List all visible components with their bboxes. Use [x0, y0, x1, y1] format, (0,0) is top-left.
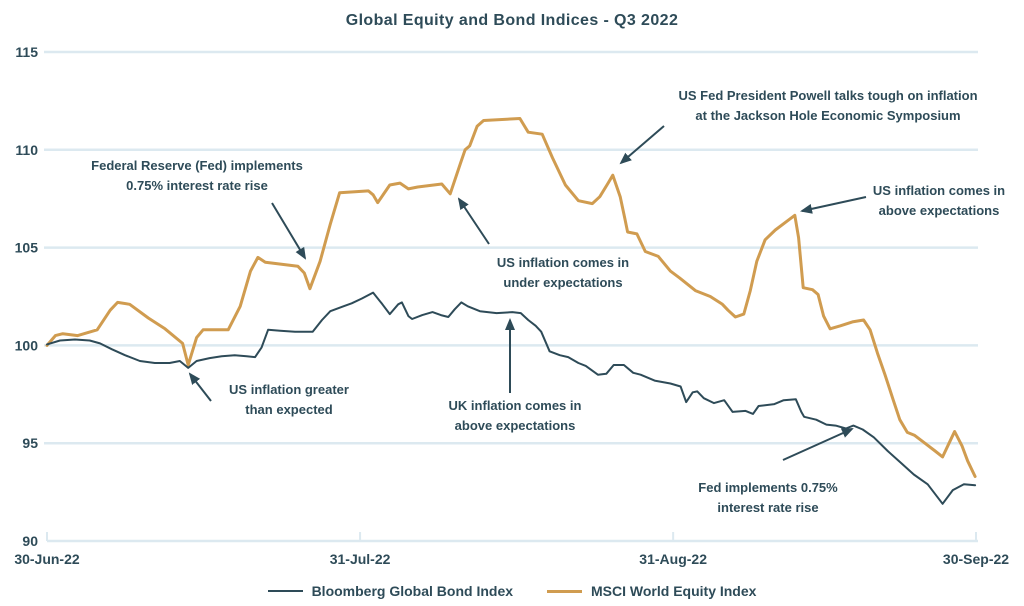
legend-item-bond: Bloomberg Global Bond Index: [267, 583, 514, 599]
y-axis-label-110: 110: [15, 142, 38, 158]
msci-world-equity-index-line: [45, 117, 977, 478]
x-axis-label-3: 30-Sep-22: [943, 551, 1009, 567]
bloomberg-global-bond-index-line: [46, 291, 977, 505]
fed-rate-rise-july-arrow-icon: [271, 202, 307, 260]
equity-line-swatch-icon: [547, 589, 583, 593]
legend: Bloomberg Global Bond Index MSCI World E…: [0, 583, 1024, 599]
powell-jackson-hole-arrow-icon: [619, 125, 665, 165]
y-axis-label-90: 90: [22, 533, 38, 549]
us-inflation-above-expectations-arrow-icon: [800, 196, 867, 214]
legend-label-bond: Bloomberg Global Bond Index: [311, 583, 514, 599]
y-axis-label-105: 105: [15, 240, 39, 256]
chart-title: Global Equity and Bond Indices - Q3 2022: [345, 12, 679, 29]
legend-item-equity: MSCI World Equity Index: [547, 583, 756, 599]
y-axis-label-95: 95: [22, 435, 38, 451]
bond-line-swatch-icon: [267, 590, 303, 592]
y-axis-label-100: 100: [15, 337, 39, 353]
x-axis-label-2: 31-Aug-22: [639, 551, 707, 567]
legend-label-equity: MSCI World Equity Index: [591, 583, 757, 599]
us-inflation-under-expectations-arrow-icon: [457, 197, 490, 245]
y-axis-label-115: 115: [15, 44, 38, 60]
fed-rate-rise-september-arrow-icon: [782, 428, 854, 461]
us-inflation-greater-than-expected-arrow-icon: [188, 372, 212, 402]
x-axis-label-0: 30-Jun-22: [14, 551, 80, 567]
x-axis-label-1: 31-Jul-22: [330, 551, 391, 567]
